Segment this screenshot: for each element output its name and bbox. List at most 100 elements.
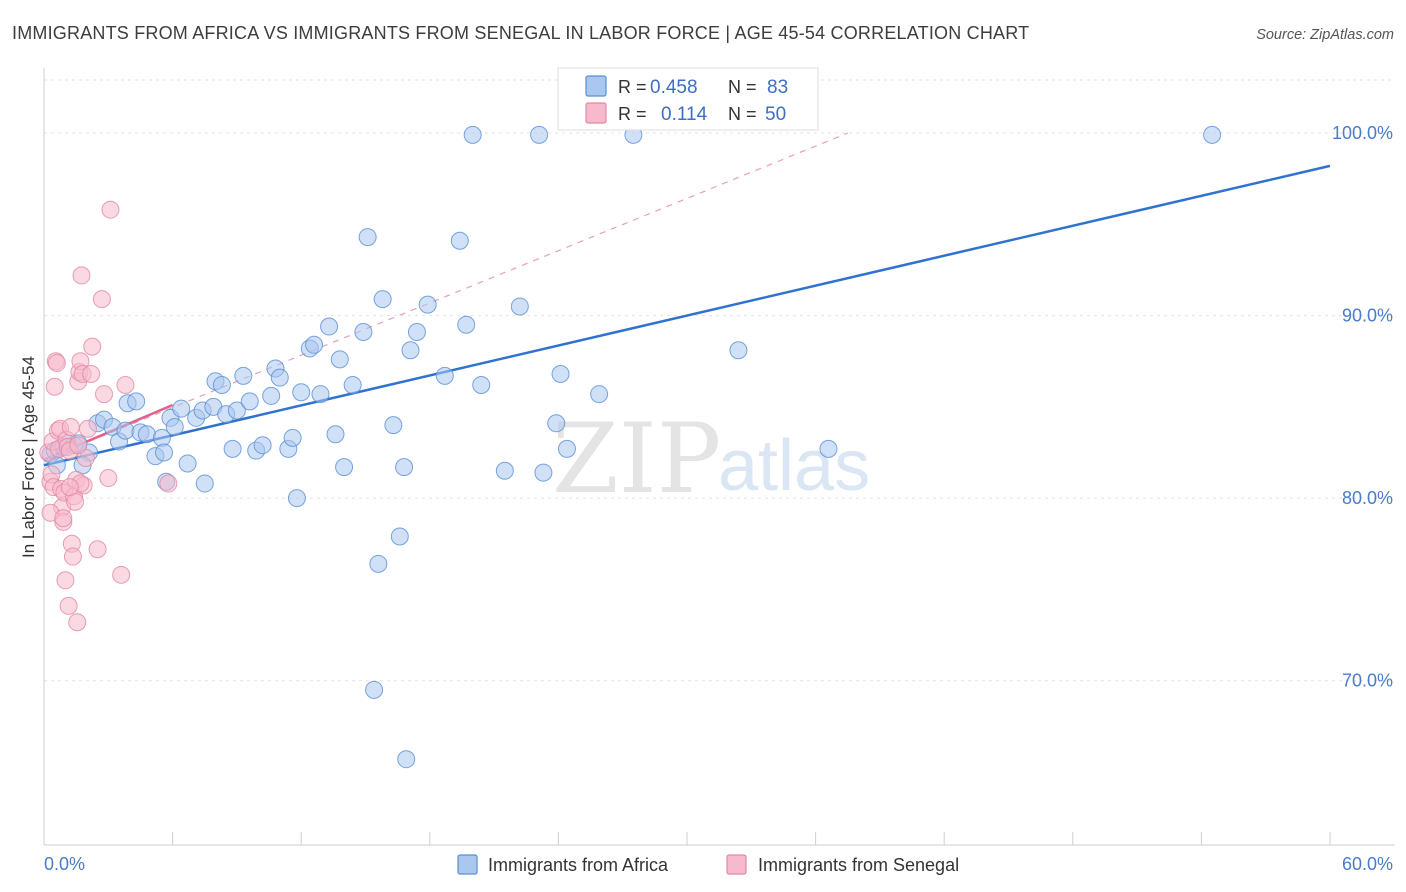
watermark-zip: ZIP: [552, 403, 721, 515]
point-africa-34: [240, 392, 259, 411]
point-senegal-43: [101, 200, 120, 219]
point-africa-74: [551, 365, 570, 383]
stats-swatch-senegal: [585, 102, 607, 124]
point-africa-49: [330, 350, 349, 369]
point-senegal-40: [95, 385, 114, 404]
point-africa-29: [212, 375, 231, 394]
y-tick-label-100: 100.0%: [1332, 123, 1393, 143]
point-africa-72: [534, 463, 553, 482]
trend-line-senegal-extended: [43, 132, 848, 461]
point-africa-80: [1203, 125, 1222, 144]
point-senegal-22: [63, 547, 82, 566]
point-africa-51: [343, 375, 362, 394]
point-africa-39: [270, 368, 289, 387]
point-africa-69: [495, 461, 514, 480]
point-africa-54: [365, 680, 384, 699]
stats-n-label-senegal: N =: [728, 104, 757, 124]
point-africa-60: [401, 341, 420, 360]
point-africa-21: [165, 417, 184, 436]
point-senegal-18: [59, 596, 78, 615]
point-senegal-7: [47, 354, 66, 373]
stats-r-value-africa: 0.458: [650, 77, 698, 98]
point-senegal-5: [45, 377, 64, 396]
trend-line-africa: [43, 164, 1331, 467]
point-senegal-38: [83, 337, 102, 356]
point-senegal-48: [54, 509, 73, 528]
series-legend: Immigrants from Africa Immigrants from S…: [457, 854, 959, 875]
point-africa-53: [358, 228, 377, 247]
point-africa-26: [195, 474, 214, 493]
point-africa-67: [463, 125, 482, 144]
point-africa-76: [590, 385, 609, 404]
stats-n-label-africa: N =: [728, 77, 757, 97]
point-senegal-35: [82, 365, 101, 383]
point-africa-62: [397, 750, 416, 769]
watermark-atlas: atlas: [718, 426, 870, 506]
point-senegal-30: [72, 266, 91, 285]
point-africa-42: [287, 489, 306, 508]
point-senegal-46: [159, 474, 178, 493]
point-africa-56: [373, 290, 392, 309]
point-africa-52: [354, 323, 373, 342]
x-tick-label-max: 60.0%: [1342, 854, 1393, 874]
x-tick-labels: 0.0% 60.0%: [44, 854, 1393, 874]
legend-label-africa: Immigrants from Africa: [488, 855, 669, 875]
point-africa-32: [227, 401, 246, 420]
y-tick-label-90: 90.0%: [1342, 306, 1393, 326]
stats-legend: R = 0.458 N = 83 R = 0.114 N = 50: [557, 67, 819, 131]
point-africa-61: [407, 323, 426, 342]
point-africa-59: [395, 458, 414, 477]
point-africa-33: [234, 366, 253, 385]
point-africa-18: [155, 443, 174, 462]
stats-r-value-senegal: 0.114: [661, 104, 708, 125]
point-africa-37: [262, 386, 281, 405]
grid: [44, 79, 1395, 682]
point-senegal-20: [61, 417, 80, 436]
point-africa-68: [472, 375, 491, 394]
point-senegal-45: [116, 375, 135, 394]
point-africa-55: [369, 554, 388, 573]
point-senegal-42: [99, 469, 118, 488]
point-senegal-15: [56, 571, 75, 590]
stats-r-label-africa: R =: [618, 77, 647, 97]
point-africa-66: [457, 315, 476, 334]
point-africa-70: [510, 297, 529, 316]
point-africa-46: [311, 385, 330, 404]
point-africa-43: [292, 383, 311, 402]
point-africa-15: [137, 425, 156, 444]
stats-n-value-africa: 83: [767, 77, 788, 98]
point-africa-45: [305, 335, 324, 354]
y-tick-label-70: 70.0%: [1342, 671, 1393, 691]
watermark: ZIP atlas: [552, 403, 870, 515]
point-africa-63: [418, 295, 437, 314]
point-africa-58: [390, 527, 409, 546]
point-africa-48: [326, 425, 345, 444]
legend-swatch-africa: [457, 854, 478, 875]
point-africa-31: [223, 439, 242, 458]
point-senegal-39: [88, 540, 107, 559]
y-tick-label-80: 80.0%: [1342, 488, 1393, 508]
point-africa-73: [547, 414, 566, 433]
point-senegal-34: [78, 419, 97, 438]
point-africa-13: [127, 392, 146, 411]
y-tick-labels: 70.0% 80.0% 90.0% 100.0%: [1332, 123, 1393, 691]
chart-title: IMMIGRANTS FROM AFRICA VS IMMIGRANTS FRO…: [12, 23, 1029, 43]
point-africa-78: [729, 341, 748, 360]
point-senegal-36: [69, 436, 88, 455]
point-africa-79: [819, 439, 838, 458]
legend-swatch-senegal: [726, 854, 747, 875]
point-africa-41: [283, 428, 302, 447]
point-africa-75: [557, 439, 576, 458]
point-senegal-41: [92, 290, 111, 309]
data-points: [39, 125, 1222, 769]
point-africa-65: [450, 231, 469, 250]
stats-r-label-senegal: R =: [618, 104, 647, 124]
stats-swatch-africa: [585, 75, 607, 97]
stats-n-value-senegal: 50: [765, 104, 786, 125]
point-africa-71: [530, 125, 549, 144]
point-africa-23: [178, 454, 197, 473]
point-africa-11: [116, 421, 135, 440]
chart-source: Source: ZipAtlas.com: [1256, 27, 1394, 43]
legend-label-senegal: Immigrants from Senegal: [758, 855, 959, 875]
